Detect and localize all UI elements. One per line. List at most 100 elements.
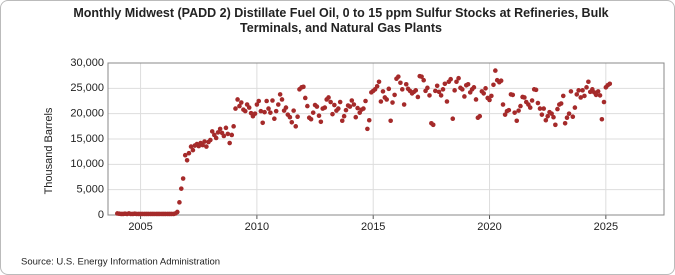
data-point [318,119,324,125]
data-point [574,92,580,97]
data-point [287,114,293,120]
data-point [175,209,180,215]
data-point [535,100,541,106]
data-point [512,110,517,115]
data-point [328,99,333,105]
data-point [465,81,471,87]
x-tick-label: 2015 [361,221,385,233]
data-point [543,117,549,123]
data-point [258,108,264,114]
data-point [510,92,516,98]
data-point [322,105,328,110]
data-point [237,103,242,109]
y-tick-label: 5,000 [76,184,104,196]
data-point [493,68,498,73]
data-point [473,97,479,102]
data-point [491,82,496,88]
data-point [349,98,355,103]
data-point [444,99,450,104]
data-point [514,118,520,124]
data-point [570,114,576,120]
y-tick-label: 30,000 [70,57,104,69]
data-point [215,130,221,135]
data-point [595,89,601,94]
data-point [582,93,587,99]
data-point [430,122,436,128]
data-point [562,120,568,126]
data-point [419,74,424,79]
data-point [462,94,467,99]
data-point [454,79,459,85]
data-point [518,103,523,109]
data-point [302,95,308,101]
data-point [545,113,550,119]
data-point [343,107,349,113]
data-point [231,124,236,129]
x-tick-label: 2025 [594,221,618,233]
data-point [436,89,442,95]
data-point [380,89,386,94]
data-point [200,142,205,148]
data-point [291,108,296,113]
data-point [576,88,581,93]
data-point [289,119,295,125]
data-point [293,124,299,129]
data-point [254,102,260,107]
data-point [433,88,438,94]
y-tick-label: 20,000 [70,108,104,120]
data-point [213,135,219,141]
data-point [483,86,488,91]
data-point [295,114,300,120]
data-point [365,126,370,132]
data-point [553,122,558,128]
source: Source: U.S. Energy Information Administ… [21,257,220,268]
data-point [477,113,483,119]
data-point [456,75,461,81]
data-point [202,139,207,144]
data-point [242,108,248,114]
data-point [516,108,521,113]
data-point [351,102,357,107]
data-point [341,113,347,119]
data-point [506,107,512,113]
chart-title: Monthly Midwest (PADD 2) Distillate Fuel… [73,6,609,35]
data-point [398,80,403,86]
data-point [186,150,192,156]
data-point [273,108,279,114]
data-point [266,106,271,111]
data-point [209,129,215,134]
data-point [549,111,554,116]
data-point [415,94,421,100]
data-point [558,101,564,106]
data-point [386,86,392,92]
data-point [332,102,337,108]
data-point [355,105,360,111]
data-point [366,117,372,123]
data-point [401,102,407,107]
data-point [551,114,556,120]
data-point [396,74,401,79]
plot-border [107,62,665,216]
data-point [541,106,547,111]
data-point [378,99,384,104]
data-point [262,109,267,115]
data-point [413,88,419,93]
data-point [500,102,506,107]
data-point [450,116,456,122]
data-point [434,83,440,89]
data-point [347,104,353,109]
data-point [487,97,492,103]
data-point [539,112,545,117]
data-point [229,132,235,138]
data-point [452,88,457,93]
data-point [361,106,366,111]
data-point [374,84,380,89]
data-point [425,85,430,91]
x-tick-label: 2005 [128,221,152,233]
data-point [564,115,570,121]
data-point [188,144,194,149]
data-point [272,116,277,122]
data-point [308,116,314,122]
data-point [330,111,335,117]
